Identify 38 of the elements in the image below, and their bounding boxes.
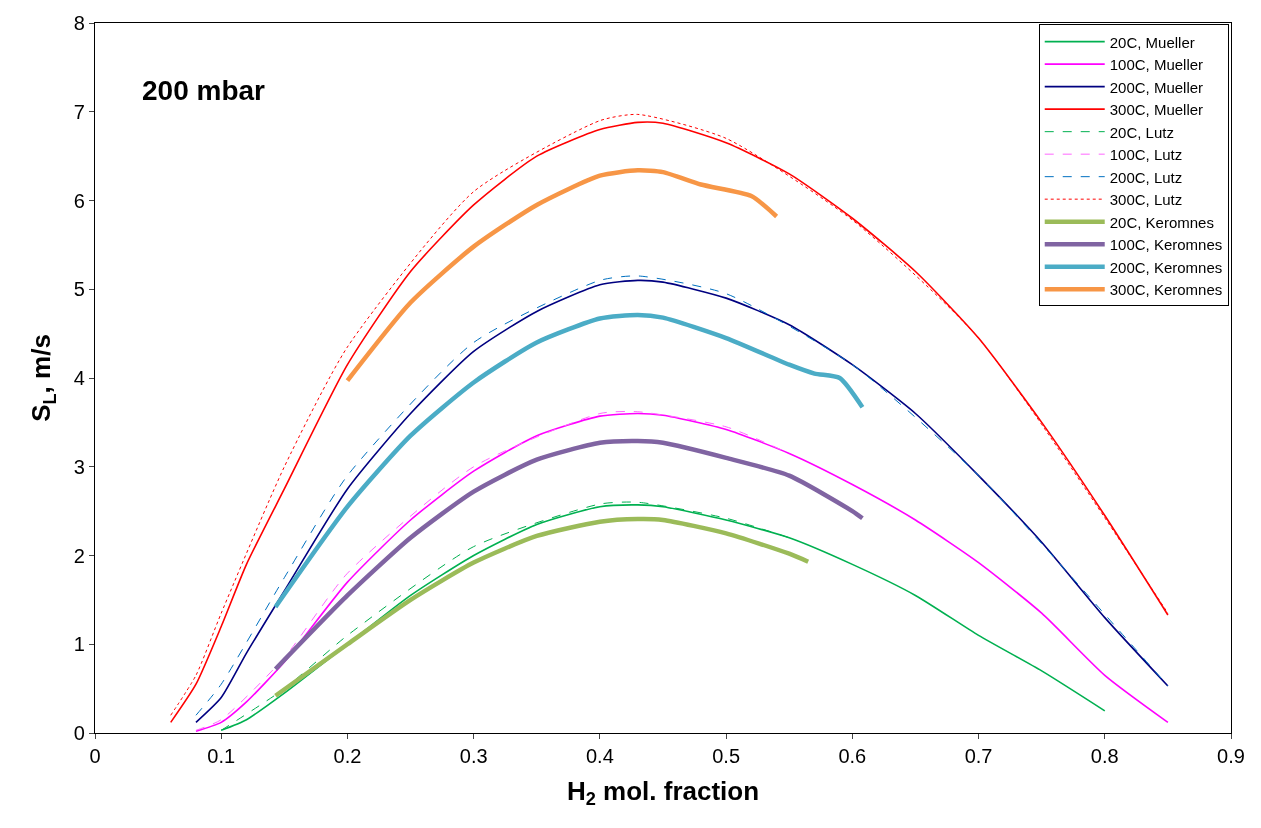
y-tick-label: 7 xyxy=(73,100,85,123)
legend-label: 300C, Lutz xyxy=(1109,191,1183,209)
legend-label: 100C, Lutz xyxy=(1109,146,1183,164)
annotation: 200 mbar xyxy=(142,75,266,106)
x-tick-label: 0.4 xyxy=(585,745,614,768)
legend-label: 300C, Keromnes xyxy=(1109,281,1223,299)
legend-label: 200C, Lutz xyxy=(1109,168,1183,186)
line-series xyxy=(195,412,1169,733)
line-series xyxy=(345,168,779,383)
y-tick-label: 1 xyxy=(73,633,85,656)
legend-label: 200C, Mueller xyxy=(1109,78,1204,96)
x-tick-label: 0.7 xyxy=(964,745,993,768)
x-tick-label: 0.2 xyxy=(333,745,362,768)
legend-label: 20C, Keromnes xyxy=(1109,213,1214,231)
legend-label: 20C, Mueller xyxy=(1109,33,1195,51)
y-tick-label: 8 xyxy=(73,12,85,34)
y-tick-label: 2 xyxy=(73,544,85,567)
legend-label: 100C, Mueller xyxy=(1109,56,1204,74)
x-tick-label: 0.6 xyxy=(838,745,867,768)
legend-label: 200C, Keromnes xyxy=(1109,258,1223,276)
y-tick-label: 3 xyxy=(73,455,85,478)
y-tick-label: 4 xyxy=(73,367,85,389)
line-series xyxy=(273,312,865,610)
y-tick-label: 6 xyxy=(73,189,85,212)
x-tick-label: 0.1 xyxy=(207,745,236,768)
x-tick-label: 0.5 xyxy=(712,745,741,768)
x-tick-label: 0 xyxy=(89,745,101,768)
legend-label: 300C, Mueller xyxy=(1109,101,1204,119)
legend-label: 100C, Keromnes xyxy=(1109,236,1223,254)
legend-label: 20C, Lutz xyxy=(1109,123,1174,141)
y-tick-label: 0 xyxy=(73,722,85,744)
y-tick-label: 5 xyxy=(73,278,85,301)
line-series xyxy=(273,438,865,672)
line-series xyxy=(273,516,811,698)
x-tick-label: 0.3 xyxy=(459,745,488,768)
x-tick-label: 0.8 xyxy=(1090,745,1119,768)
x-axis-title: H$_{2}$ mol. fraction xyxy=(566,775,760,810)
x-tick-label: 0.9 xyxy=(1217,745,1245,768)
